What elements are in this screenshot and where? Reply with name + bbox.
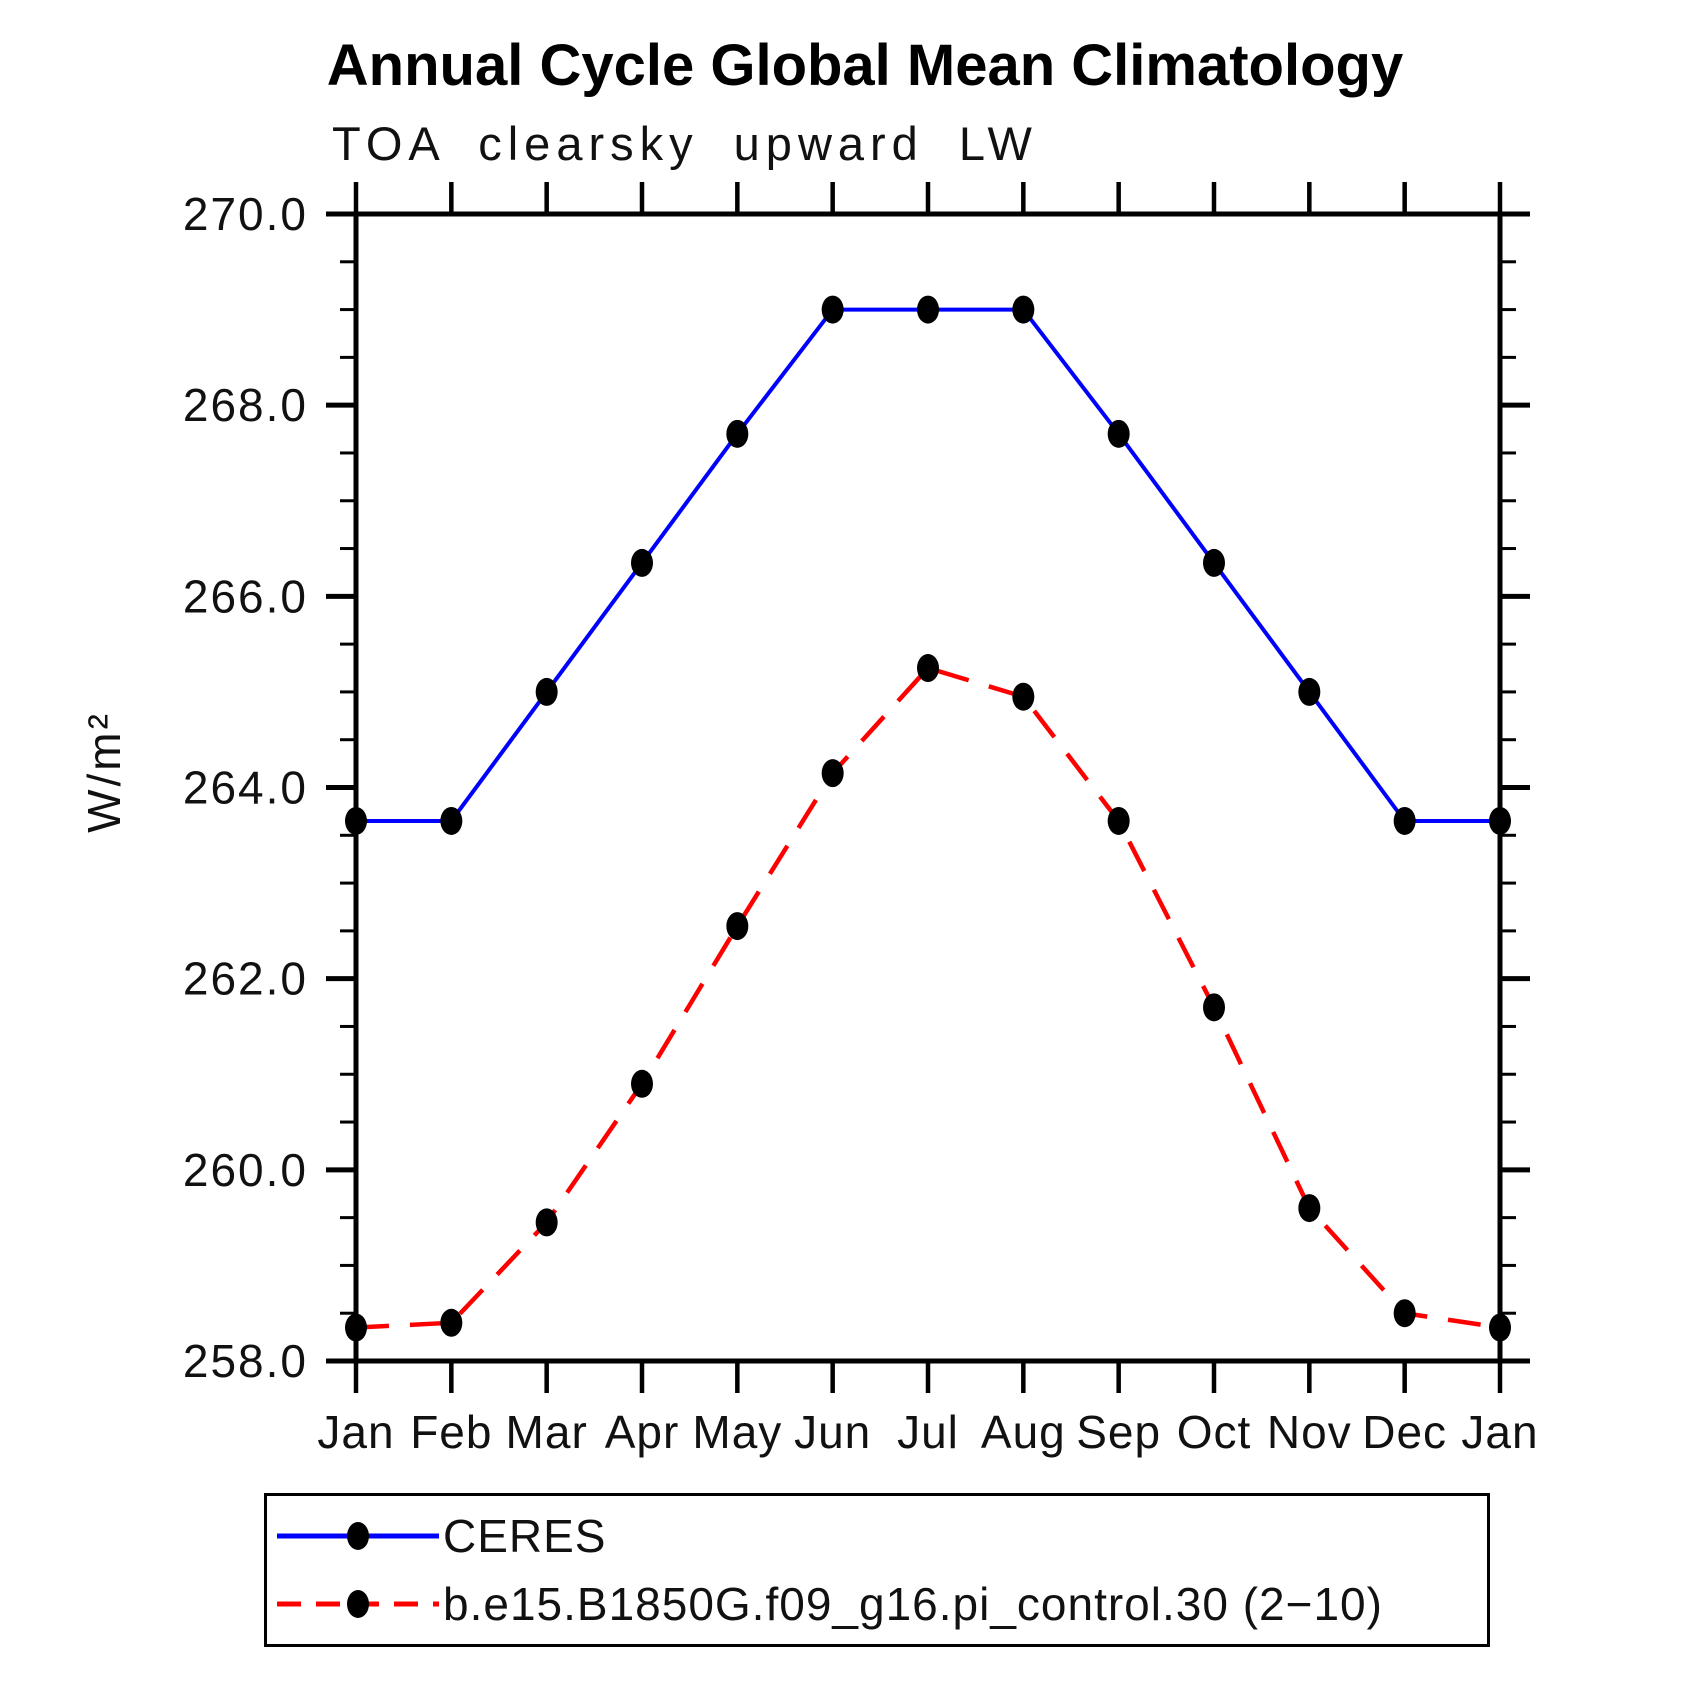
legend-sample-solid-line — [277, 1522, 439, 1550]
data-point-marker — [535, 1208, 558, 1237]
x-tick-label: Jan — [1461, 1406, 1538, 1458]
legend-entry-ceres: CERES — [273, 1506, 606, 1566]
data-point-marker — [1393, 1299, 1416, 1328]
data-point-marker — [821, 759, 844, 788]
data-point-marker — [631, 1069, 653, 1098]
y-tick-label: 268.0 — [183, 379, 308, 431]
y-tick-label: 262.0 — [183, 953, 308, 1005]
legend-label-model: b.e15.B1850G.f09_g16.pi_control.30 (2−10… — [443, 1578, 1383, 1630]
data-point-marker — [1203, 548, 1225, 577]
x-tick-label: Nov — [1267, 1406, 1352, 1458]
data-point-marker — [917, 295, 939, 324]
data-point-marker — [726, 419, 749, 448]
x-tick-label: Jan — [317, 1406, 394, 1458]
data-point-marker — [1298, 677, 1321, 706]
axes-frame — [353, 211, 1503, 1364]
data-point-marker — [1393, 806, 1416, 835]
data-point-marker — [1012, 295, 1035, 324]
data-point-marker — [1107, 806, 1130, 835]
data-point-marker — [440, 806, 463, 835]
x-tick-label: Feb — [410, 1406, 492, 1458]
x-tick-label: May — [692, 1406, 782, 1458]
data-point-marker — [440, 1308, 463, 1337]
data-point-marker — [917, 654, 939, 683]
series-line-model — [355, 665, 1501, 1330]
y-tick-label: 258.0 — [183, 1335, 308, 1387]
legend-box: CERES b.e15.B1850G.f09_g16.pi_control.30… — [264, 1493, 1490, 1647]
series-line-ceres — [356, 307, 1500, 823]
data-point-marker — [1298, 1194, 1321, 1223]
x-tick-label: Dec — [1362, 1406, 1447, 1458]
legend-entry-model: b.e15.B1850G.f09_g16.pi_control.30 (2−10… — [273, 1574, 1383, 1634]
x-tick-label: Jul — [897, 1406, 959, 1458]
y-tick-label: 260.0 — [183, 1144, 308, 1196]
data-point-marker — [1203, 993, 1225, 1022]
data-point-marker — [1012, 682, 1035, 711]
data-point-marker — [535, 677, 558, 706]
data-point-marker — [1107, 419, 1130, 448]
x-tick-label: Mar — [506, 1406, 588, 1458]
x-tick-label: Sep — [1076, 1406, 1161, 1458]
data-point-marker — [345, 806, 367, 835]
data-point-marker — [345, 1313, 367, 1342]
x-tick-label: Jun — [794, 1406, 871, 1458]
legend-label-ceres: CERES — [443, 1510, 607, 1562]
data-point-marker — [821, 295, 844, 324]
chart-title: Annual Cycle Global Mean Climatology — [326, 33, 1404, 98]
y-tick-label: 270.0 — [183, 188, 308, 240]
y-tick-label: 264.0 — [183, 762, 308, 814]
x-tick-label: Oct — [1177, 1406, 1252, 1458]
x-tick-label: Aug — [981, 1406, 1066, 1458]
data-point-marker — [631, 548, 653, 577]
chart-subtitle: TOA clearsky upward LW — [332, 117, 1038, 170]
y-tick-label: 266.0 — [183, 570, 308, 622]
data-point-marker — [726, 912, 749, 941]
data-point-marker — [1489, 1313, 1511, 1342]
legend-sample-dashed-line — [277, 1590, 439, 1618]
legend-marker-dot — [347, 1522, 369, 1550]
legend-marker-dot — [347, 1590, 369, 1618]
data-point-marker — [1489, 806, 1511, 835]
x-tick-label: Apr — [605, 1406, 680, 1458]
